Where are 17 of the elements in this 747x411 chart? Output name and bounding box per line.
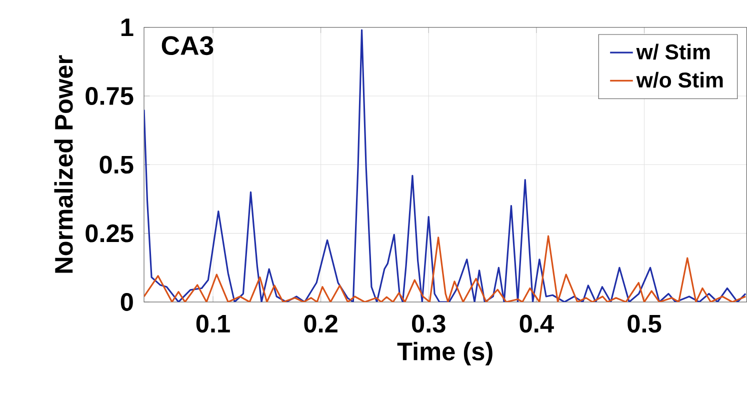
legend-label: w/ Stim bbox=[636, 44, 710, 60]
y-axis-title: Normalized Power bbox=[54, 55, 73, 273]
annotation: CA3 bbox=[162, 36, 214, 56]
x-tick-label: 0.4 bbox=[520, 314, 554, 333]
legend-label: w/o Stim bbox=[636, 72, 723, 88]
y-tick-label: 0.5 bbox=[100, 156, 134, 174]
x-tick-label: 0.3 bbox=[412, 314, 446, 333]
y-tick-label: 0 bbox=[120, 293, 133, 311]
x-tick-label: 0.1 bbox=[196, 314, 230, 333]
line-series bbox=[144, 235, 746, 302]
x-axis-title: Time (s) bbox=[397, 342, 492, 366]
x-tick-label: 0.5 bbox=[628, 314, 662, 333]
y-tick-label: 1 bbox=[121, 18, 134, 36]
line-series bbox=[144, 29, 746, 302]
y-tick-label: 0.25 bbox=[86, 224, 134, 242]
y-tick-label: 0.75 bbox=[86, 87, 134, 105]
x-tick-label: 0.2 bbox=[304, 314, 338, 333]
